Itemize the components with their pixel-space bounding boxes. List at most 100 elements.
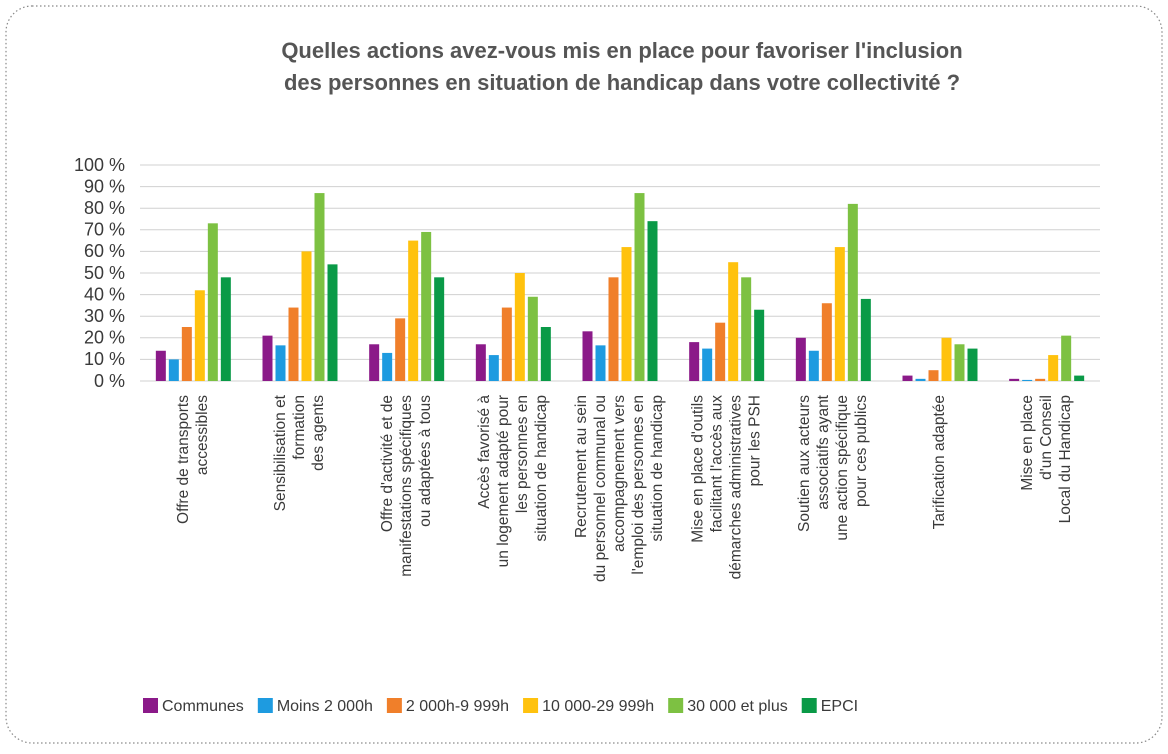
x-tick-label: accompagnement vers bbox=[611, 395, 628, 552]
bar bbox=[582, 331, 593, 381]
x-tick-label: associatifs ayant bbox=[815, 394, 832, 509]
legend-swatch bbox=[523, 698, 539, 713]
bar bbox=[382, 352, 393, 381]
legend-label: 10 000-29 999h bbox=[542, 698, 654, 715]
y-tick-label: 70 % bbox=[84, 220, 125, 240]
bar bbox=[475, 344, 486, 381]
bar bbox=[621, 247, 632, 381]
bar bbox=[954, 344, 965, 381]
bar bbox=[501, 307, 512, 381]
y-tick-label: 20 % bbox=[84, 328, 125, 348]
bar bbox=[902, 375, 913, 381]
x-tick-label: formation bbox=[291, 395, 308, 460]
x-tick-label: Mise en place bbox=[1019, 395, 1036, 491]
bar bbox=[395, 318, 406, 381]
x-tick-label: Mise en place d'outils bbox=[689, 395, 706, 543]
bar bbox=[1035, 378, 1046, 381]
x-tick-label: Recrutement au sein bbox=[573, 395, 590, 538]
x-tick-label: des agents bbox=[310, 395, 327, 471]
bar bbox=[860, 298, 871, 381]
bar bbox=[1074, 375, 1085, 381]
bar bbox=[741, 277, 752, 381]
bar bbox=[408, 240, 419, 381]
x-tick-label: facilitant l'accès aux bbox=[708, 395, 725, 533]
bar bbox=[207, 223, 218, 381]
y-tick-label: 50 % bbox=[84, 263, 125, 283]
bar bbox=[514, 273, 525, 381]
bar bbox=[275, 345, 286, 381]
bar bbox=[262, 335, 273, 381]
bar bbox=[314, 193, 325, 381]
bar bbox=[634, 193, 645, 381]
x-tick-label: une action spécifique bbox=[834, 395, 851, 541]
bar bbox=[1061, 335, 1072, 381]
y-tick-label: 90 % bbox=[84, 176, 125, 196]
bar bbox=[155, 350, 166, 381]
bar bbox=[434, 277, 445, 381]
bar bbox=[595, 345, 606, 381]
x-tick-label: Soutien aux acteurs bbox=[796, 395, 813, 532]
legend-swatch bbox=[257, 698, 273, 713]
x-tick-label: démarches administratives bbox=[727, 395, 744, 580]
bar bbox=[327, 264, 338, 381]
bar bbox=[1022, 379, 1033, 381]
bar bbox=[834, 247, 845, 381]
legend-swatch bbox=[143, 698, 158, 713]
legend-swatch bbox=[668, 698, 684, 713]
bar bbox=[1009, 378, 1020, 381]
bar bbox=[728, 262, 739, 381]
x-tick-label: ou adaptées à tous bbox=[417, 395, 434, 527]
bar bbox=[821, 303, 832, 381]
bar bbox=[715, 322, 726, 381]
legend-swatch bbox=[801, 698, 817, 713]
bar bbox=[194, 290, 205, 381]
bar bbox=[689, 342, 700, 381]
bar bbox=[181, 327, 192, 381]
bar bbox=[847, 203, 858, 381]
x-tick-label: situation de handicap bbox=[649, 395, 666, 542]
bar bbox=[1048, 355, 1059, 381]
y-tick-label: 30 % bbox=[84, 306, 125, 326]
bar bbox=[540, 327, 551, 381]
y-tick-label: 40 % bbox=[84, 284, 125, 304]
bar bbox=[288, 307, 299, 381]
legend-swatch bbox=[386, 698, 402, 713]
chart-title: Quelles actions avez-vous mis en place p… bbox=[281, 38, 962, 63]
x-tick-label: Offre de transports bbox=[175, 395, 192, 524]
x-tick-label: les personnes en bbox=[514, 395, 531, 513]
x-tick-label: pour ces publics bbox=[853, 395, 870, 507]
bar bbox=[808, 350, 819, 381]
y-tick-label: 0 % bbox=[94, 371, 125, 391]
x-tick-label: Tarification adaptée bbox=[931, 395, 948, 529]
x-tick-label: Sensibilisation et bbox=[272, 394, 289, 511]
x-tick-label: situation de handicap bbox=[533, 395, 550, 542]
y-tick-label: 10 % bbox=[84, 349, 125, 369]
bar bbox=[220, 277, 231, 381]
bar bbox=[967, 348, 978, 381]
x-tick-label: pour les PSH bbox=[746, 395, 763, 486]
legend-label: Communes bbox=[162, 698, 244, 715]
legend-label: EPCI bbox=[821, 698, 858, 715]
x-tick-label: Local du Handicap bbox=[1057, 395, 1074, 523]
bar bbox=[795, 337, 806, 381]
x-tick-label: du personnel communal ou bbox=[592, 395, 609, 582]
x-tick-label: Accès favorisé à bbox=[476, 395, 493, 509]
bar bbox=[915, 378, 926, 381]
frame bbox=[5, 5, 1163, 744]
bar bbox=[941, 337, 952, 381]
bar bbox=[608, 277, 619, 381]
chart-title: des personnes en situation de handicap d… bbox=[284, 70, 960, 95]
bar bbox=[168, 359, 179, 381]
y-tick-label: 60 % bbox=[84, 241, 125, 261]
x-tick-label: l'emploi des personnes en bbox=[630, 395, 647, 575]
bar bbox=[647, 221, 658, 381]
x-tick-label: d'un Conseil bbox=[1038, 395, 1055, 480]
legend-label: 2 000h-9 999h bbox=[406, 698, 509, 715]
legend-label: 30 000 et plus bbox=[687, 698, 788, 715]
bar bbox=[702, 348, 713, 381]
x-tick-label: un logement adapté pour bbox=[495, 395, 512, 567]
x-tick-label: accessibles bbox=[194, 395, 211, 475]
legend-label: Moins 2 000h bbox=[277, 698, 373, 715]
bar bbox=[754, 309, 765, 381]
